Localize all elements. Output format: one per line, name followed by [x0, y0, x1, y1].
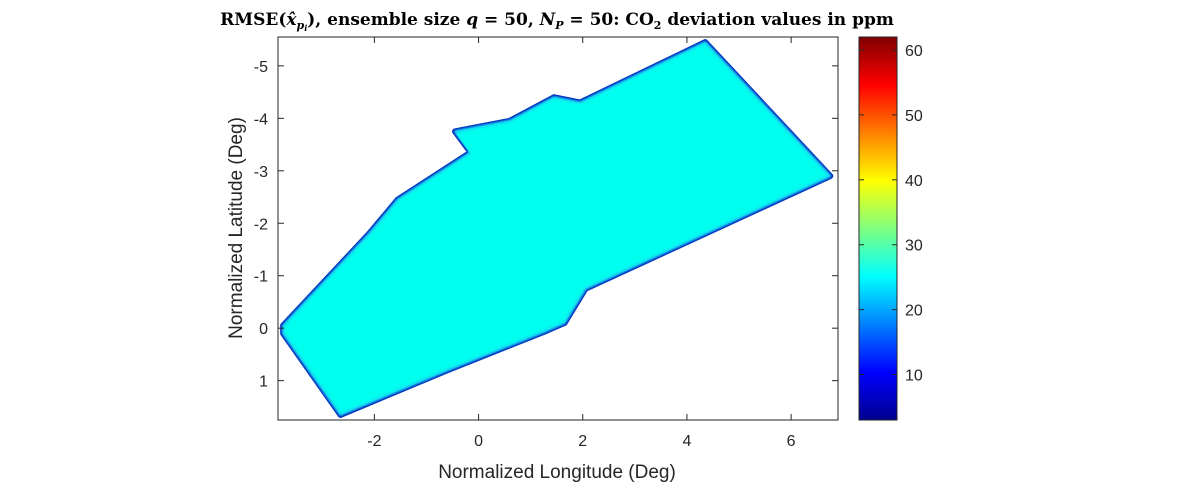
x-ticks: -2 0 2 4 6 — [367, 37, 796, 450]
heatmap-layer — [280, 39, 834, 418]
colorbar-ticks: 10 20 30 40 50 60 — [859, 43, 923, 385]
y-tick-label: -4 — [254, 111, 268, 128]
x-tick-label: 6 — [787, 433, 796, 450]
y-tick-label: -3 — [254, 164, 268, 181]
y-tick-label: -5 — [254, 59, 268, 76]
y-tick-label: 0 — [259, 321, 268, 338]
colorbar: 10 20 30 40 50 60 — [858, 36, 923, 421]
chart-title: RMSE(x̂pi), ensemble size q = 50, NP = 5… — [220, 10, 894, 33]
colorbar-tick-label: 50 — [905, 108, 923, 125]
y-tick-label: 1 — [259, 374, 268, 391]
region-core — [289, 47, 821, 410]
colorbar-tick-label: 40 — [905, 173, 923, 190]
colorbar-tick-label: 60 — [905, 43, 923, 60]
x-tick-label: 0 — [474, 433, 483, 450]
x-axis-label: Normalized Longitude (Deg) — [438, 462, 676, 483]
y-tick-label: -2 — [254, 216, 268, 233]
plot-area: -2 0 2 4 6 -5 -4 -3 -2 -1 0 1 — [254, 36, 839, 450]
colorbar-tick-label: 10 — [905, 368, 923, 385]
y-tick-label: -1 — [254, 269, 268, 286]
x-tick-label: -2 — [367, 433, 381, 450]
colorbar-tick-label: 30 — [905, 238, 923, 255]
x-tick-label: 2 — [578, 433, 587, 450]
y-axis-label: Normalized Latitude (Deg) — [226, 117, 247, 339]
y-ticks: -5 -4 -3 -2 -1 0 1 — [254, 59, 838, 391]
x-tick-label: 4 — [682, 433, 691, 450]
axes-box — [277, 36, 839, 421]
colorbar-scale — [858, 36, 898, 421]
colorbar-tick-label: 20 — [905, 303, 923, 320]
